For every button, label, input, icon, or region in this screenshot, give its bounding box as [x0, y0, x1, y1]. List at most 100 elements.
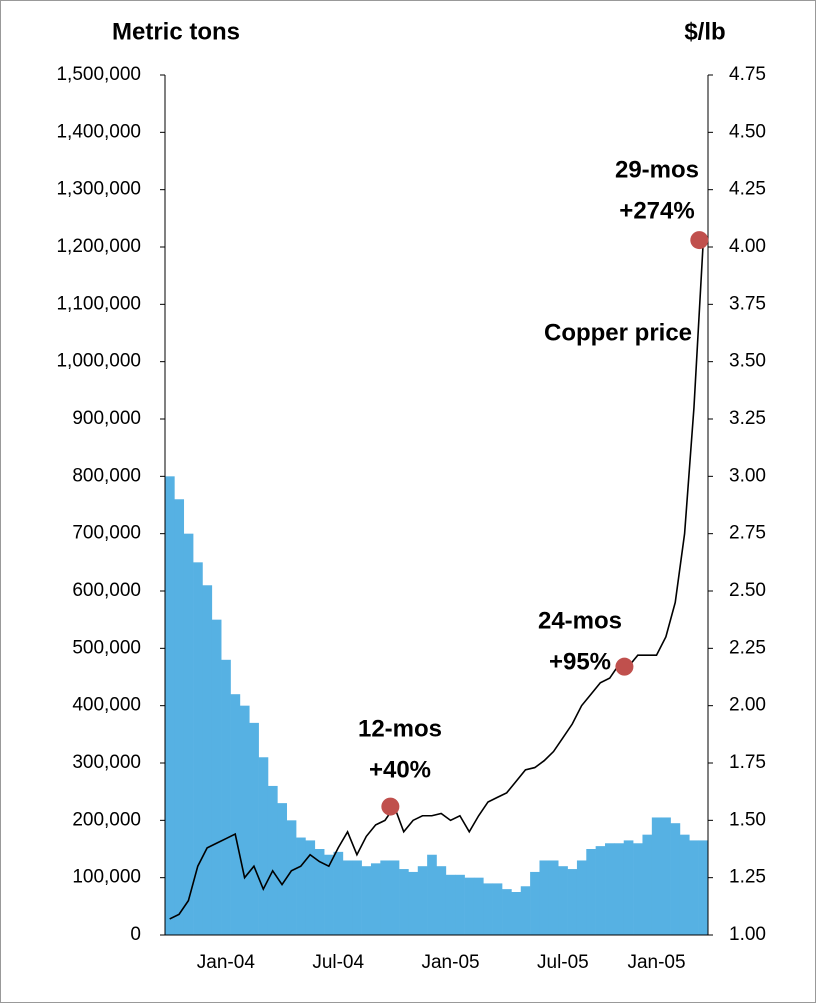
- area-step: [520, 886, 531, 935]
- y-tick-label: 100,000: [72, 867, 141, 888]
- area-step: [174, 499, 185, 935]
- x-tick-label: Jul-04: [312, 952, 364, 973]
- area-step: [427, 854, 437, 935]
- milestone-marker: [615, 657, 634, 676]
- y2-tick-label: 4.00: [729, 236, 766, 257]
- area-step: [239, 705, 250, 935]
- area-step: [417, 866, 428, 935]
- area-step: [258, 757, 269, 935]
- series-label: Copper price: [544, 319, 692, 346]
- area-step: [305, 840, 316, 935]
- area-step: [502, 889, 512, 935]
- y-tick-label: 300,000: [72, 752, 141, 773]
- area-step: [399, 869, 409, 935]
- area-step: [183, 533, 194, 935]
- area-step: [605, 843, 615, 935]
- y-tick-label: 1,100,000: [56, 293, 141, 314]
- area-step: [670, 823, 681, 935]
- area-step: [361, 866, 372, 935]
- x-tick-label: Jan-05: [627, 952, 685, 973]
- y-tick-label: 1,500,000: [56, 64, 141, 85]
- y2-tick-label: 4.50: [729, 121, 766, 142]
- area-step: [595, 846, 606, 935]
- annotation: +40%: [369, 756, 431, 783]
- area-step: [642, 834, 653, 935]
- y2-tick-label: 1.50: [729, 809, 766, 830]
- area-step: [614, 843, 625, 935]
- annotation: 12-mos: [358, 715, 442, 742]
- area-step: [314, 849, 325, 935]
- area-step: [408, 871, 419, 935]
- y2-tick-label: 2.25: [729, 637, 766, 658]
- area-step: [352, 860, 362, 935]
- area-step: [586, 849, 596, 935]
- y2-tick-label: 1.00: [729, 924, 766, 945]
- area-step: [277, 803, 288, 935]
- area-step: [679, 834, 690, 935]
- area-step: [623, 840, 634, 935]
- area-step: [389, 860, 400, 935]
- area-step: [455, 874, 465, 935]
- area-step: [324, 854, 334, 935]
- y2-tick-label: 2.75: [729, 523, 766, 544]
- annotation: 24-mos: [538, 607, 622, 634]
- area-step: [370, 863, 381, 935]
- area-step: [511, 892, 522, 935]
- annotation: +95%: [549, 648, 611, 675]
- area-step: [342, 860, 353, 935]
- area-step: [633, 843, 643, 935]
- area-step: [698, 840, 709, 935]
- x-tick-label: Jan-04: [197, 952, 256, 973]
- area-step: [230, 694, 241, 935]
- y-tick-label: 0: [130, 924, 141, 945]
- y2-tick-label: 4.75: [729, 64, 766, 85]
- price-line: [169, 240, 705, 920]
- y2-tick-label: 3.50: [729, 351, 766, 372]
- area-step: [249, 722, 259, 935]
- area-step: [211, 619, 222, 935]
- area-step: [548, 860, 559, 935]
- milestone-marker: [690, 231, 709, 250]
- area-step: [651, 817, 662, 935]
- y2-tick-label: 2.00: [729, 695, 766, 716]
- area-step: [380, 860, 390, 935]
- annotation: 29-mos: [615, 156, 699, 183]
- area-step: [567, 869, 578, 935]
- area-step: [193, 562, 203, 935]
- area-step: [539, 860, 550, 935]
- area-step: [445, 874, 456, 935]
- area-step: [473, 877, 484, 935]
- area-step: [296, 837, 306, 935]
- area-step: [492, 883, 503, 935]
- area-step: [483, 883, 493, 935]
- area-step: [558, 866, 568, 935]
- area-step: [464, 877, 475, 935]
- y2-tick-label: 1.25: [729, 867, 766, 888]
- y-tick-label: 1,300,000: [56, 179, 141, 200]
- area-step: [333, 851, 344, 935]
- y2-tick-label: 3.25: [729, 408, 766, 429]
- area-step: [530, 871, 540, 935]
- y-tick-label: 900,000: [72, 408, 141, 429]
- y2-tick-label: 2.50: [729, 580, 766, 601]
- y-tick-label: 1,400,000: [56, 121, 141, 142]
- y-tick-label: 600,000: [72, 580, 141, 601]
- area-step: [165, 476, 175, 935]
- milestone-marker: [381, 797, 400, 816]
- y-axis-title: Metric tons: [112, 18, 240, 45]
- y-tick-label: 800,000: [72, 465, 141, 486]
- y2-tick-label: 4.25: [729, 179, 766, 200]
- area-step: [689, 840, 699, 935]
- x-tick-label: Jul-05: [537, 952, 589, 973]
- y-tick-label: 500,000: [72, 637, 141, 658]
- area-step: [661, 817, 671, 935]
- y-tick-label: 1,000,000: [56, 351, 141, 372]
- area-step: [221, 659, 231, 935]
- y-tick-label: 400,000: [72, 695, 141, 716]
- area-step: [267, 785, 278, 935]
- y-tick-label: 200,000: [72, 809, 141, 830]
- area-step: [436, 866, 447, 935]
- x-tick-label: Jan-05: [421, 952, 479, 973]
- area-step: [202, 585, 213, 935]
